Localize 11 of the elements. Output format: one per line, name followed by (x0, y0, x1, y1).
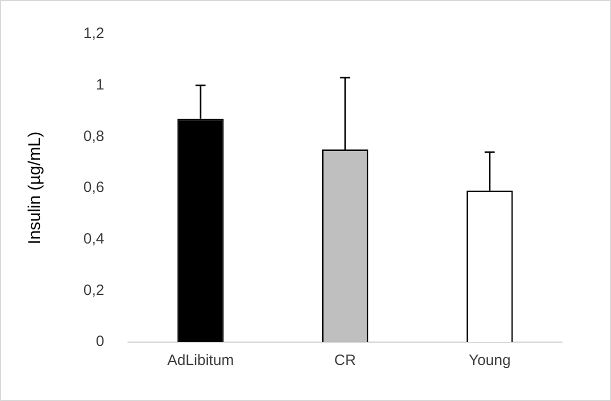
x-tick-label: AdLibitum (167, 352, 234, 370)
x-tick-label: CR (334, 352, 356, 370)
y-tick-label: 0 (96, 333, 104, 350)
y-tick-label: 0,4 (83, 230, 104, 248)
y-tick-label: 0,8 (83, 128, 104, 145)
y-tick-label: 1 (96, 76, 104, 94)
y-tick-label: 0,2 (83, 282, 104, 299)
y-tick-label: 1,2 (83, 25, 104, 42)
y-tick-label: 0,6 (83, 179, 104, 196)
x-tick-label: Young (468, 352, 511, 370)
y-axis-title: Insulin (µg/mL) (24, 132, 44, 244)
